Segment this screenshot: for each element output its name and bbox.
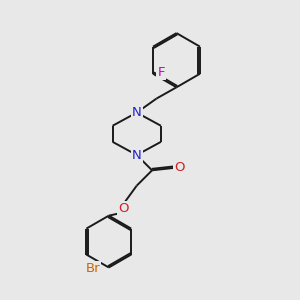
- Text: O: O: [175, 161, 185, 175]
- Text: N: N: [132, 148, 142, 161]
- Text: N: N: [132, 106, 142, 119]
- Text: F: F: [158, 66, 165, 79]
- Text: O: O: [118, 202, 129, 215]
- Text: Br: Br: [85, 262, 100, 275]
